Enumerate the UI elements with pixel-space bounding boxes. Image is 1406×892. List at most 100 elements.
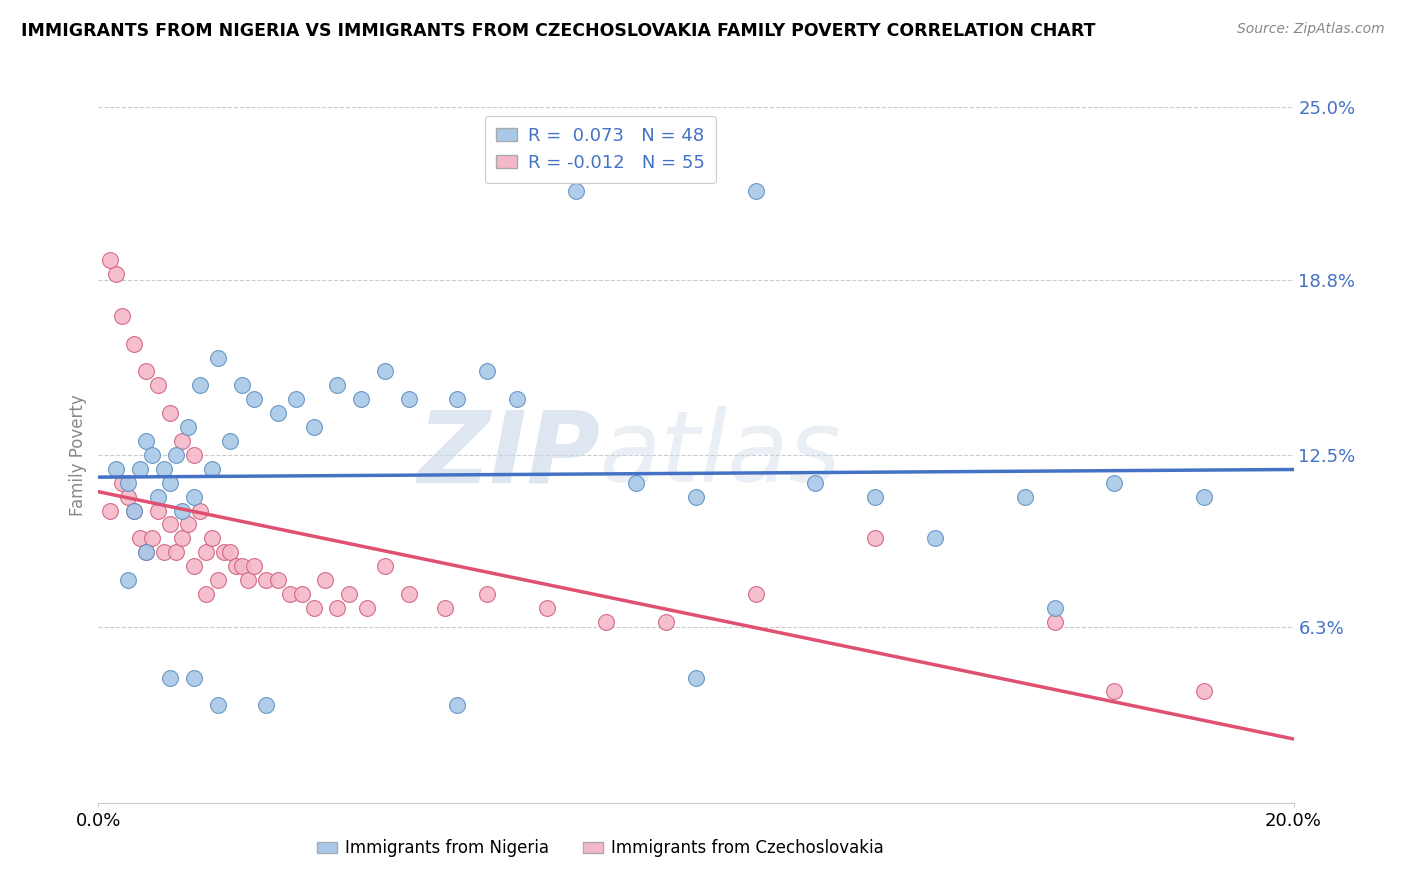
Point <box>231 378 253 392</box>
Y-axis label: Family Poverty: Family Poverty <box>69 394 87 516</box>
Point <box>1014 490 1036 504</box>
Point <box>685 671 707 685</box>
Point <box>865 532 887 546</box>
Point <box>1192 490 1215 504</box>
Point <box>225 559 247 574</box>
Point <box>446 392 468 407</box>
Point <box>183 671 205 685</box>
Point <box>105 462 128 476</box>
Point <box>201 532 224 546</box>
Point <box>98 503 122 517</box>
Point <box>536 601 558 615</box>
Point <box>129 462 152 476</box>
Point <box>284 392 307 407</box>
Point <box>172 503 194 517</box>
Point <box>626 475 648 490</box>
Point <box>243 559 266 574</box>
Point <box>231 559 253 574</box>
Point <box>745 587 768 601</box>
Point <box>434 601 457 615</box>
Point <box>111 475 134 490</box>
Point <box>1192 684 1215 698</box>
Point <box>291 587 314 601</box>
Point <box>135 364 157 378</box>
Point <box>159 517 181 532</box>
Point <box>159 406 181 420</box>
Point <box>165 448 187 462</box>
Point <box>315 573 337 587</box>
Point <box>135 434 157 448</box>
Point <box>446 698 468 713</box>
Point <box>1043 615 1066 629</box>
Point <box>475 587 498 601</box>
Point <box>374 559 396 574</box>
Point <box>804 475 827 490</box>
Point <box>236 573 259 587</box>
Point <box>183 448 205 462</box>
Point <box>207 351 229 365</box>
Point <box>207 573 229 587</box>
Point <box>117 475 139 490</box>
Point <box>565 184 588 198</box>
Point <box>98 253 122 268</box>
Point <box>141 448 163 462</box>
Point <box>326 378 349 392</box>
Point <box>129 532 152 546</box>
Point <box>374 364 396 378</box>
Text: atlas: atlas <box>600 407 842 503</box>
Point <box>183 559 205 574</box>
Point <box>117 573 139 587</box>
Point <box>267 573 290 587</box>
Point <box>177 517 200 532</box>
Point <box>135 545 157 559</box>
Point <box>135 545 157 559</box>
Point <box>117 490 139 504</box>
Point <box>188 503 211 517</box>
Point <box>148 490 170 504</box>
Point <box>655 615 678 629</box>
Point <box>124 336 146 351</box>
Point <box>398 587 420 601</box>
Text: ZIP: ZIP <box>418 407 600 503</box>
Point <box>159 671 181 685</box>
Point <box>195 545 218 559</box>
Point <box>865 490 887 504</box>
Point <box>141 532 163 546</box>
Point <box>159 475 181 490</box>
Point <box>356 601 378 615</box>
Point <box>195 587 218 601</box>
Point <box>124 503 146 517</box>
Point <box>1104 684 1126 698</box>
Point <box>595 615 617 629</box>
Point <box>302 420 325 434</box>
Point <box>745 184 768 198</box>
Point <box>302 601 325 615</box>
Point <box>165 545 187 559</box>
Point <box>475 364 498 378</box>
Point <box>153 545 176 559</box>
Point <box>201 462 224 476</box>
Point <box>278 587 301 601</box>
Point <box>124 503 146 517</box>
Point <box>177 420 200 434</box>
Point <box>207 698 229 713</box>
Point <box>685 490 707 504</box>
Point <box>326 601 349 615</box>
Point <box>172 532 194 546</box>
Point <box>243 392 266 407</box>
Point <box>339 587 361 601</box>
Point <box>148 378 170 392</box>
Text: Source: ZipAtlas.com: Source: ZipAtlas.com <box>1237 22 1385 37</box>
Point <box>1104 475 1126 490</box>
Point <box>172 434 194 448</box>
Point <box>219 545 242 559</box>
Point <box>183 490 205 504</box>
Point <box>148 503 170 517</box>
Legend: Immigrants from Nigeria, Immigrants from Czechoslovakia: Immigrants from Nigeria, Immigrants from… <box>311 833 890 864</box>
Point <box>153 462 176 476</box>
Point <box>398 392 420 407</box>
Point <box>254 698 277 713</box>
Point <box>212 545 235 559</box>
Point <box>1043 601 1066 615</box>
Point <box>924 532 946 546</box>
